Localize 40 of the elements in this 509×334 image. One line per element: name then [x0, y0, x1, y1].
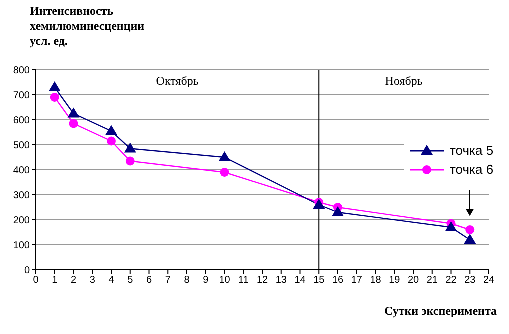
y-tick-label: 500	[13, 140, 30, 152]
y-tick-label: 100	[13, 240, 30, 252]
x-tick-label: 2	[70, 275, 77, 286]
legend-label: точка 6	[450, 162, 494, 177]
x-tick-label: 13	[276, 275, 288, 286]
x-axis-title: Сутки эксперимента	[384, 304, 497, 319]
x-tick-label: 6	[146, 275, 152, 286]
x-tick-label: 4	[108, 275, 115, 286]
x-tick-label: 20	[408, 275, 420, 286]
x-tick-label: 0	[33, 275, 40, 286]
y-tick-label: 300	[13, 190, 30, 202]
x-tick-label: 18	[370, 275, 382, 286]
x-tick-label: 19	[389, 275, 401, 286]
y-tick-label: 400	[13, 166, 30, 177]
y-tick-label: 700	[13, 90, 30, 102]
x-tick-label: 8	[184, 275, 190, 286]
x-tick-label: 11	[238, 275, 250, 286]
legend-label: точка 5	[450, 143, 494, 158]
y-tick-label: 0	[24, 266, 30, 277]
y-tick-label: 600	[13, 116, 30, 127]
x-tick-label: 22	[446, 275, 458, 286]
x-tick-label: 23	[464, 275, 476, 286]
x-tick-label: 5	[128, 275, 134, 286]
x-tick-label: 21	[426, 275, 438, 286]
y-tick-label: 800	[13, 66, 30, 77]
x-tick-label: 9	[203, 275, 210, 286]
x-tick-label: 3	[90, 275, 96, 286]
annotation: Октябрь	[155, 74, 200, 89]
x-tick-label: 12	[256, 275, 268, 286]
x-tick-label: 10	[219, 275, 231, 286]
y-tick-label: 200	[13, 216, 30, 227]
annotation: Ноябрь	[384, 74, 424, 89]
x-tick-label: 14	[294, 275, 306, 286]
x-tick-label: 7	[165, 275, 172, 286]
x-tick-label: 17	[351, 275, 363, 286]
x-tick-label: 15	[314, 275, 326, 286]
y-axis-title: Интенсивность хемилюминесценции усл. ед.	[30, 4, 146, 49]
x-tick-label: 24	[483, 275, 495, 286]
x-tick-label: 16	[332, 275, 344, 286]
x-tick-label: 1	[52, 275, 58, 286]
